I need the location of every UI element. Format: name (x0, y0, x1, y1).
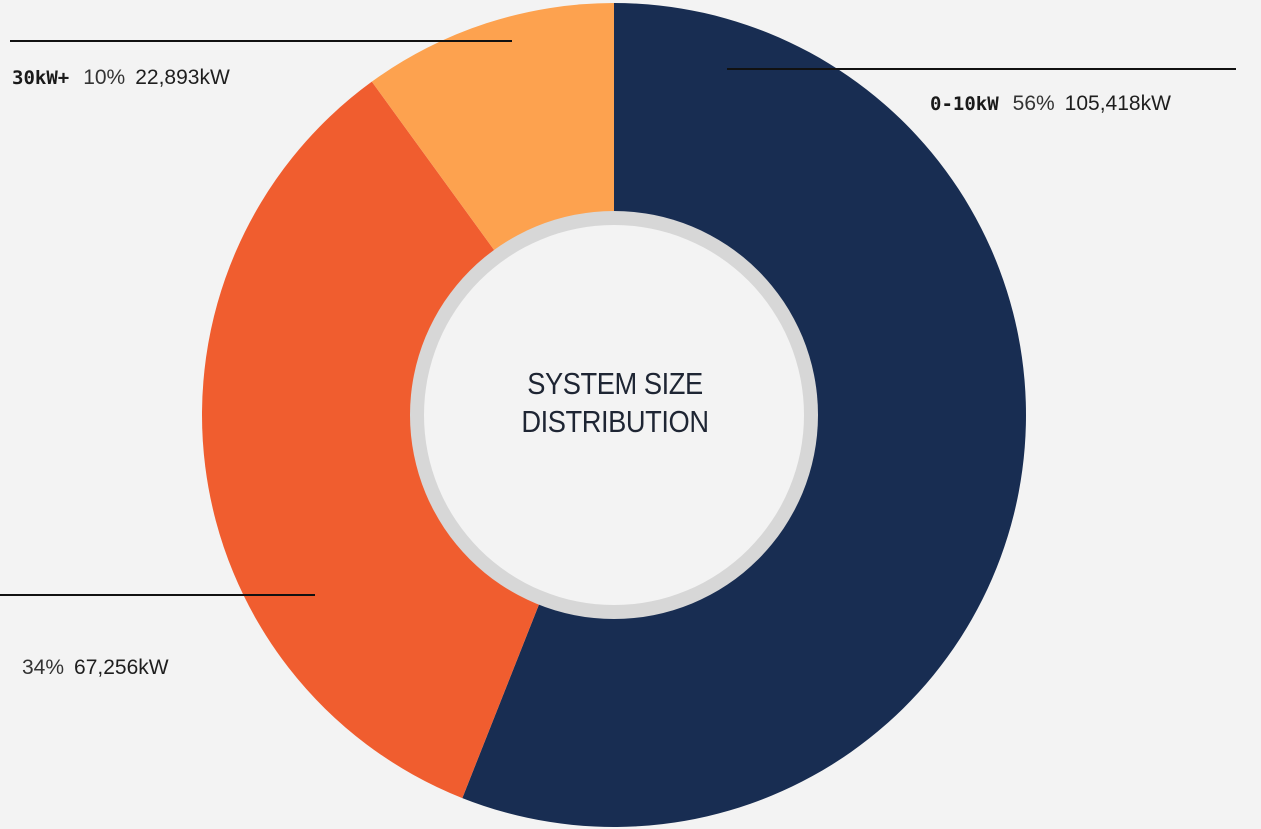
leader-line-0-10kw (727, 68, 1236, 70)
slice-category: 0-10kW (930, 93, 999, 115)
slice-value: 22,893kW (135, 66, 230, 89)
slice-label-middle: 34% 67,256kW (22, 654, 169, 681)
slice-label-0-10kw: 0-10kW 56% 105,418kW (930, 90, 1171, 117)
slice-percent: 34% (22, 656, 65, 679)
slice-value: 105,418kW (1064, 92, 1171, 115)
slice-percent: 56% (1012, 92, 1055, 115)
chart-title-line-2: DISTRIBUTION (521, 404, 709, 439)
slice-label-30kw-plus: 30kW+ 10% 22,893kW (12, 64, 230, 91)
center-fill (424, 225, 804, 605)
leader-line-middle-slice (0, 594, 315, 596)
slice-percent: 10% (83, 66, 126, 89)
slice-value: 67,256kW (74, 656, 169, 679)
donut-slice-middle (202, 81, 614, 799)
chart-title-line-1: SYSTEM SIZE (527, 366, 703, 401)
leader-line-30kw-plus (10, 40, 512, 42)
chart-title: SYSTEM SIZE DISTRIBUTION (483, 365, 747, 441)
slice-category: 30kW+ (12, 67, 70, 89)
